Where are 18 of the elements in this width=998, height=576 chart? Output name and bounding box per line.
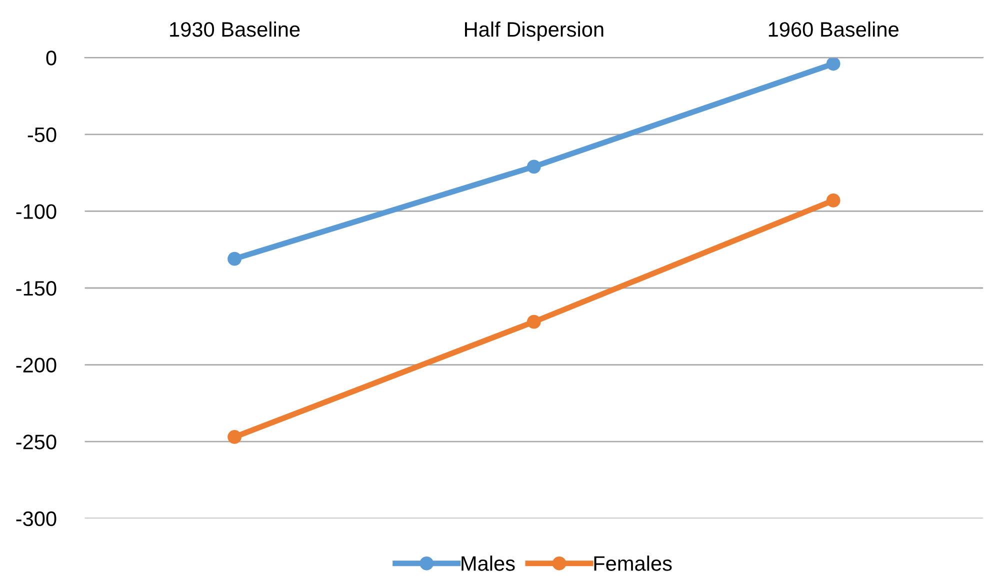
y-tick-label: -50 bbox=[28, 127, 56, 142]
x-tick-label: 1960 Baseline bbox=[768, 22, 898, 37]
y-tick-label: -200 bbox=[16, 358, 56, 373]
y-tick-label: -100 bbox=[16, 204, 56, 219]
point bbox=[526, 314, 541, 329]
point bbox=[826, 58, 840, 71]
legend-label: Females bbox=[594, 556, 672, 571]
legend-label: Males bbox=[462, 556, 515, 571]
point bbox=[228, 430, 242, 444]
y-tick-label: -150 bbox=[16, 281, 56, 296]
point bbox=[526, 160, 541, 174]
y-tick-label: 0 bbox=[46, 50, 56, 66]
x-tick-label: Half Dispersion bbox=[465, 22, 604, 41]
point bbox=[228, 252, 242, 266]
y-tick-label: -300 bbox=[16, 511, 56, 526]
x-tick-label: 1930 Baseline bbox=[170, 22, 300, 37]
point bbox=[826, 194, 840, 208]
y-tick-label: -250 bbox=[16, 434, 56, 450]
